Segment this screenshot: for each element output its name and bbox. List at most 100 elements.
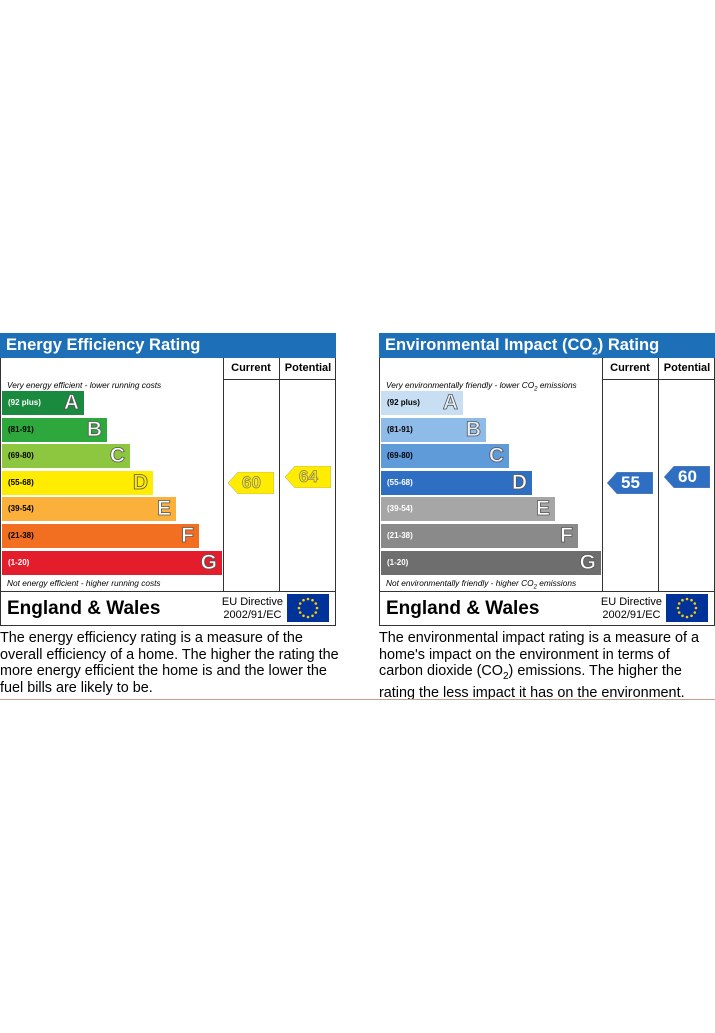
eu-star-icon [314, 602, 318, 605]
eu-star-icon [298, 602, 302, 605]
eu-star-icon [297, 606, 301, 610]
marker-arrow-shape [607, 471, 653, 494]
band-range-label: (92 plus) [387, 398, 420, 407]
band-range-label: (55-68) [387, 477, 413, 487]
description-text: The environmental impact rating is a mea… [379, 630, 699, 679]
rating-band-c: (69-80) C [2, 444, 130, 469]
current-column-header: Current [231, 362, 271, 374]
band-range-label: (81-91) [8, 424, 34, 434]
band-letter: F [560, 524, 574, 548]
rating-band-e: (39-54) E [381, 497, 555, 522]
current-column-header: Current [610, 362, 650, 374]
band-letter: D [511, 470, 527, 494]
divider [602, 358, 603, 592]
eu-directive: EU Directive 2002/91/EC [601, 596, 662, 622]
eu-star-icon [685, 597, 689, 601]
rating-band-e: (39-54) E [2, 497, 176, 522]
eu-star-icon [677, 602, 681, 605]
band-letter: F [181, 524, 195, 548]
band-letter: E [535, 497, 551, 521]
eu-directive: EU Directive 2002/91/EC [222, 596, 283, 622]
band-letter: G [579, 550, 596, 574]
rating-band-c: (69-80) C [381, 444, 509, 469]
divider [223, 379, 335, 380]
band-letter: A [442, 391, 458, 415]
eu-star-icon [298, 611, 302, 614]
eu-star-icon [302, 614, 305, 618]
eu-star-icon [693, 602, 697, 605]
rating-band-b: (81-91) B [381, 417, 486, 442]
rating-band-g: (1-20) G [381, 550, 601, 575]
directive-line: EU Directive [600, 596, 662, 608]
eu-star-icon [694, 606, 698, 610]
rating-band-a: (92 plus) A [381, 391, 463, 415]
marker-arrow-shape [228, 471, 274, 494]
environmental-impact-panel: Environmental Impact (CO2) Rating Curren… [379, 333, 715, 626]
footer-title: England & Wales [386, 598, 540, 619]
top-note: Very environmentally friendly - lower CO… [386, 380, 577, 393]
bottom-divider [0, 699, 715, 700]
band-range-label: (69-80) [8, 451, 34, 461]
eu-star-icon [306, 615, 310, 619]
potential-column-header: Potential [663, 362, 711, 374]
eu-star-icon [676, 606, 680, 610]
divider [602, 379, 714, 380]
eu-star-icon [681, 614, 684, 618]
potential-column-header: Potential [284, 362, 332, 374]
band-range-label: (1-20) [8, 557, 30, 567]
eu-star-icon [311, 598, 314, 602]
rating-band-b: (81-91) B [2, 417, 107, 442]
environment-description: The environmental impact rating is a mea… [379, 630, 715, 702]
band-range-label: (55-68) [8, 477, 34, 487]
bottom-note: Not energy efficient - higher running co… [7, 578, 161, 588]
band-range-label: (81-91) [387, 424, 413, 434]
potential-rating-value: 64 [299, 466, 319, 486]
eu-flag-icon [287, 594, 329, 622]
note-subscript: 2 [534, 386, 538, 393]
eu-flag-icon [666, 594, 708, 622]
eu-star-icon [315, 606, 319, 610]
note-subscript: 2 [533, 584, 537, 591]
description-subscript: 2 [502, 670, 509, 682]
directive-code: 2002/91/EC [602, 609, 661, 621]
band-letter: A [63, 391, 79, 415]
eu-star-icon [681, 598, 684, 602]
band-range-label: (1-20) [387, 557, 409, 567]
band-range-label: (69-80) [387, 451, 413, 461]
rating-band-f: (21-38) F [381, 524, 578, 548]
band-range-label: (39-54) [8, 504, 34, 514]
rating-band-a: (92 plus) A [2, 391, 84, 415]
current-rating-marker: 55 [607, 471, 653, 494]
rating-band-d: (55-68) D [381, 470, 532, 495]
eu-star-icon [690, 598, 693, 602]
title-text-end: ) Rating [597, 336, 660, 354]
rating-band-g: (1-20) G [2, 550, 222, 575]
eu-star-icon [690, 614, 693, 618]
title-subscript: 2 [592, 346, 598, 358]
band-letter: C [109, 444, 125, 468]
note-text: Not environmentally friendly - higher CO [386, 578, 534, 588]
eu-star-icon [693, 611, 697, 614]
description-text-end: ) emissions. The higher the rating the l… [379, 663, 685, 702]
eu-star-icon [302, 598, 305, 602]
band-letter: G [200, 550, 217, 574]
top-note: Very energy efficient - lower running co… [7, 380, 162, 390]
bottom-note: Not environmentally friendly - higher CO… [386, 578, 576, 591]
title-text: Environmental Impact (CO [385, 336, 593, 354]
divider [1, 591, 335, 592]
current-rating-marker: 60 [228, 471, 274, 494]
note-text-end: emissions [536, 578, 577, 588]
eu-star-icon [685, 615, 689, 619]
directive-code: 2002/91/EC [223, 609, 282, 621]
band-letter: E [156, 497, 172, 521]
band-range-label: (21-38) [387, 531, 413, 540]
potential-rating-marker: 60 [664, 465, 710, 488]
energy-efficiency-panel: Energy Efficiency Rating Current Potenti… [0, 333, 336, 626]
energy-panel-title: Energy Efficiency Rating [0, 333, 336, 358]
note-text-end: emissions [537, 380, 577, 390]
eu-star-icon [306, 597, 310, 601]
band-range-label: (92 plus) [8, 398, 41, 407]
divider [380, 591, 714, 592]
eu-star-icon [314, 611, 318, 614]
energy-rating-frame: Current Potential Very energy efficient … [0, 358, 336, 626]
